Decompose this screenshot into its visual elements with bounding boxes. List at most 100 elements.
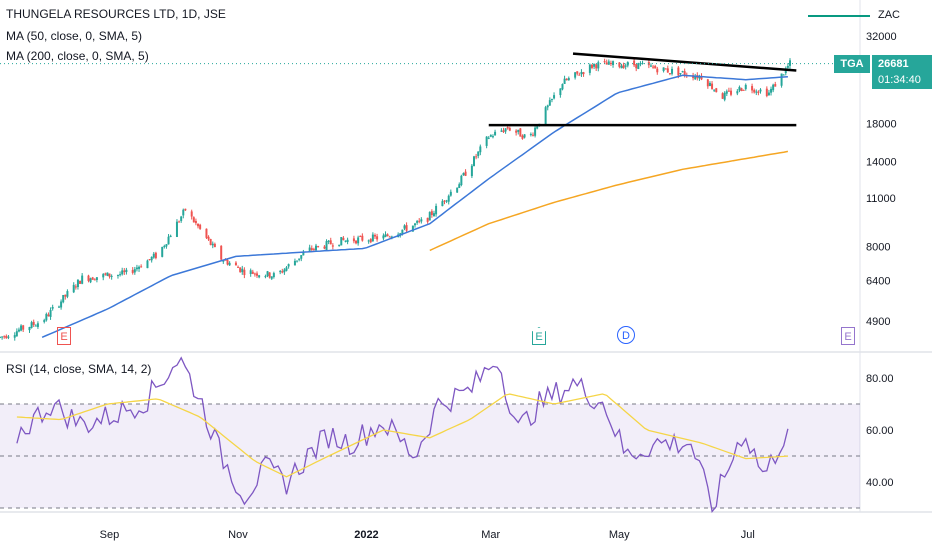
candle-body (331, 245, 334, 247)
candle-body (384, 234, 387, 237)
candle-body (633, 60, 636, 66)
earnings-future-icon[interactable]: E (841, 327, 855, 345)
candle-body (135, 267, 138, 270)
candle-body (544, 107, 547, 125)
candle-body (369, 239, 372, 243)
candle-body (432, 213, 435, 217)
candle-body (344, 240, 347, 242)
candle-body (711, 83, 714, 89)
candle-body (317, 246, 320, 248)
candle-body (293, 260, 296, 266)
rsi-axis-label: 60.00 (866, 425, 894, 437)
earnings-icon[interactable]: E (57, 327, 71, 345)
candle-body (258, 275, 261, 278)
candle-body (624, 65, 627, 67)
candle-body (561, 84, 564, 90)
candle-body (622, 64, 625, 69)
candle-body (582, 72, 585, 75)
candle-body (376, 236, 379, 240)
candle-body (357, 237, 360, 244)
candle-body (165, 244, 168, 247)
candle-body (405, 225, 408, 231)
candle-body (386, 234, 389, 237)
candle-body (138, 266, 141, 269)
candle-body (298, 258, 301, 260)
candle-body (736, 91, 739, 94)
chart-title[interactable]: THUNGELA RESOURCES LTD, 1D, JSE (6, 7, 226, 21)
candle-body (441, 201, 444, 207)
time-axis-label: Nov (228, 529, 248, 541)
candle-body (517, 129, 520, 132)
candle-body (565, 78, 568, 81)
candle-body (237, 266, 240, 268)
candle-body (420, 219, 423, 222)
candle-body (296, 260, 299, 262)
candle-body (757, 91, 760, 93)
candle-body (607, 61, 610, 65)
candle-body (664, 68, 667, 70)
candle-body (772, 84, 775, 91)
candle-body (0, 336, 1, 338)
candle-body (13, 335, 16, 338)
candle-body (205, 228, 208, 238)
candle-body (500, 130, 503, 132)
candle-body (521, 135, 524, 139)
candle-body (603, 61, 606, 63)
candle-body (475, 156, 478, 158)
candle-body (445, 200, 448, 202)
candle-body (161, 246, 164, 257)
candle-body (194, 220, 197, 224)
price-axis-label: 6400 (866, 275, 890, 287)
ma200-legend[interactable]: MA (200, close, 0, SMA, 5) (6, 49, 149, 63)
candle-body (612, 61, 615, 66)
candle-body (140, 266, 143, 268)
candle-body (51, 306, 54, 309)
candle-body (553, 95, 556, 99)
candle-body (62, 294, 65, 303)
candle-body (49, 309, 52, 317)
candle-body (178, 221, 181, 223)
candle-body (464, 171, 467, 176)
candle-body (597, 62, 600, 69)
ma50-legend[interactable]: MA (50, close, 0, SMA, 5) (6, 29, 143, 43)
candle-body (416, 221, 419, 223)
candle-body (283, 269, 286, 273)
candle-body (502, 130, 505, 133)
esg-icon[interactable]: E (532, 327, 546, 345)
candle-body (76, 279, 79, 288)
symbol-tag: TGA (834, 55, 870, 73)
bar-countdown: 01:34:40 (878, 74, 921, 86)
candle-body (110, 275, 113, 277)
compare-symbol-label[interactable]: ZAC (878, 9, 900, 21)
candle-body (418, 220, 421, 222)
candle-body (782, 74, 785, 76)
last-price: 26681 (878, 58, 909, 70)
candle-body (1, 336, 4, 338)
candle-body (742, 89, 745, 91)
resistance-trendline (572, 52, 797, 72)
candle-body (192, 217, 195, 223)
dividend-icon[interactable]: D (617, 326, 635, 344)
candle-body (180, 216, 183, 221)
candle-body (371, 234, 374, 242)
candle-body (312, 248, 315, 250)
candle-body (17, 329, 20, 332)
candle-body (249, 270, 252, 274)
price-axis-label: 11000 (866, 193, 896, 205)
candle-body (458, 184, 461, 189)
candle-body (744, 84, 747, 90)
candle-body (671, 68, 674, 74)
candle-body (609, 62, 612, 65)
candle-body (605, 62, 608, 65)
candle-body (523, 134, 526, 138)
candle-body (460, 175, 463, 186)
rsi-legend[interactable]: RSI (14, close, SMA, 14, 2) (6, 362, 152, 376)
candle-body (66, 291, 69, 297)
candle-body (256, 273, 259, 276)
candle-body (668, 73, 671, 75)
candle-body (485, 136, 488, 146)
candle-body (382, 235, 385, 239)
candle-body (197, 223, 200, 227)
candle-body (550, 98, 553, 100)
